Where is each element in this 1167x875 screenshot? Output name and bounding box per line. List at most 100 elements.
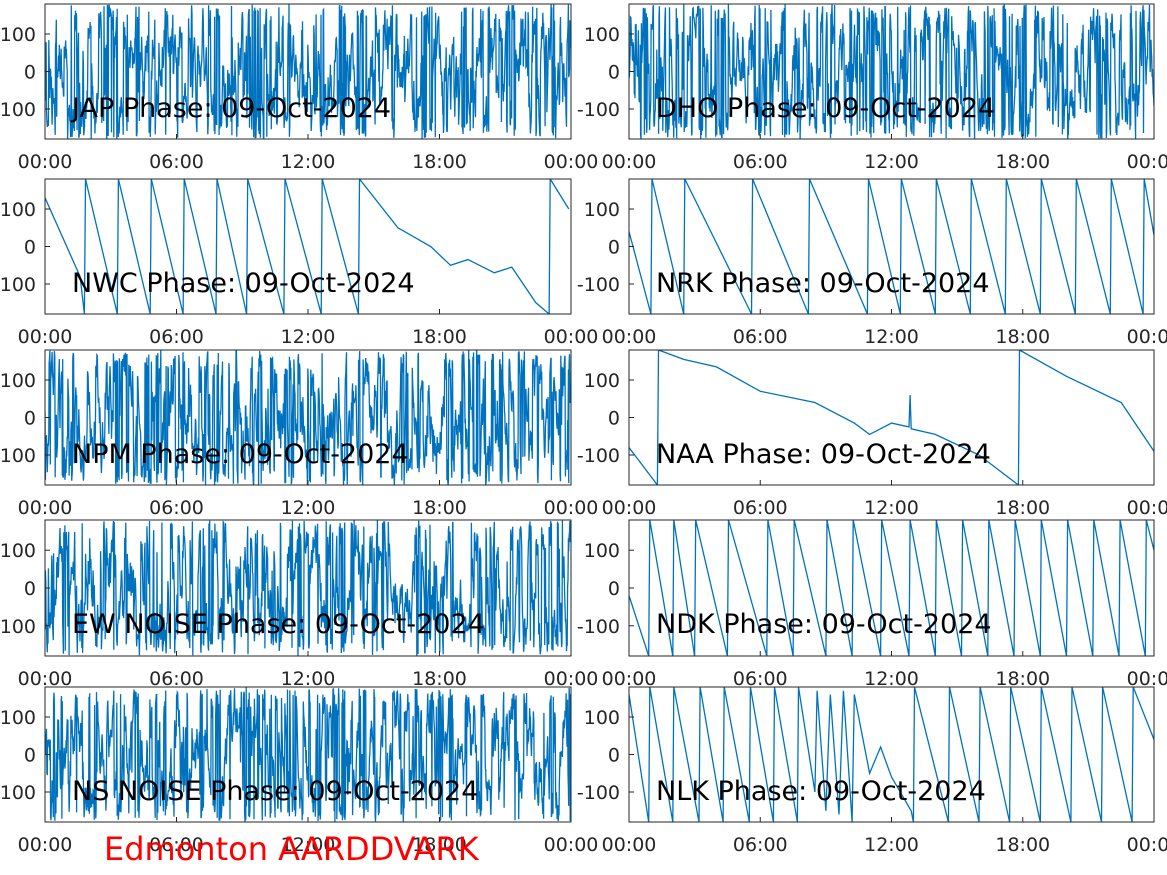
y-tick-label: 0 xyxy=(24,62,36,84)
x-tick-label: 18:00 xyxy=(412,497,467,519)
subplot-title: NDK Phase: 09-Oct-2024 xyxy=(656,609,992,640)
y-tick-label: 100 xyxy=(0,707,36,729)
x-tick-label: 00:00 xyxy=(602,834,657,856)
x-tick-label: 06:00 xyxy=(733,834,788,856)
subplot-title: JAP Phase: 09-Oct-2024 xyxy=(70,93,391,124)
x-tick-label: 00:00 xyxy=(1127,497,1167,519)
subplot-5: 00:00 06:00 12:00 18:00 00:00 100 0 -100 NAA Pha… xyxy=(577,349,1167,519)
subplot-title: NS NOISE Phase: 09-Oct-2024 xyxy=(72,776,478,807)
y-tick-label: 0 xyxy=(608,578,620,600)
x-tick-label: 18:00 xyxy=(995,497,1050,519)
x-tick-label: 00:00 xyxy=(1127,834,1167,856)
subplot-0: 00:00 06:00 12:00 18:00 00:00 100 0 100 JAP Phas… xyxy=(0,3,598,173)
x-tick-label: 00:00 xyxy=(18,834,73,856)
subplot-1: 00:00 06:00 12:00 18:00 00:00 100 0 -100 DHO Pha… xyxy=(577,3,1167,173)
y-tick-label: 100 xyxy=(0,24,36,46)
y-tick-label: 0 xyxy=(24,237,36,259)
y-tick-label: -100 xyxy=(577,445,620,467)
x-tick-label: 06:00 xyxy=(733,326,788,348)
y-tick-label: -100 xyxy=(577,616,620,638)
y-tick-label: 100 xyxy=(584,540,620,562)
phase-line xyxy=(629,179,1154,314)
y-tick-label: 100 xyxy=(584,707,620,729)
x-tick-label: 00:00 xyxy=(544,326,599,348)
x-tick-label: 06:00 xyxy=(149,151,204,173)
phase-line xyxy=(629,4,1154,139)
x-tick-label: 00:00 xyxy=(18,151,73,173)
x-tick-label: 12:00 xyxy=(281,834,336,856)
x-tick-label: 12:00 xyxy=(864,834,919,856)
subplot-3: 00:00 06:00 12:00 18:00 00:00 100 0 -100 NRK Pha… xyxy=(577,178,1167,348)
subplot-title: NPM Phase: 09-Oct-2024 xyxy=(72,439,409,470)
x-tick-label: 00:00 xyxy=(602,668,657,690)
x-tick-label: 18:00 xyxy=(412,151,467,173)
y-tick-label: 100 xyxy=(0,370,36,392)
y-tick-label: -100 xyxy=(577,782,620,804)
y-tick-label: 100 xyxy=(0,99,36,121)
subplot-4: 00:00 06:00 12:00 18:00 00:00 100 0 100 NPM Phas… xyxy=(0,349,599,519)
y-tick-label: 0 xyxy=(608,62,620,84)
y-tick-label: 0 xyxy=(24,578,36,600)
x-tick-label: 00:00 xyxy=(544,497,599,519)
phase-line xyxy=(45,520,571,656)
y-tick-label: 100 xyxy=(0,274,36,296)
subplot-7: 00:00 06:00 12:00 18:00 00:00 100 0 -100 NDK Pha… xyxy=(577,519,1167,690)
x-tick-label: 12:00 xyxy=(864,497,919,519)
y-tick-label: 0 xyxy=(608,745,620,767)
x-tick-label: 06:00 xyxy=(733,497,788,519)
x-tick-label: 00:00 xyxy=(1127,151,1167,173)
x-tick-label: 00:00 xyxy=(1127,668,1167,690)
x-tick-label: 06:00 xyxy=(149,834,204,856)
subplot-9: 00:00 06:00 12:00 18:00 00:00 100 0 -100 NLK Pha… xyxy=(577,686,1167,856)
x-tick-label: 12:00 xyxy=(281,668,336,690)
phase-line xyxy=(629,520,1154,656)
y-tick-label: 100 xyxy=(584,199,620,221)
y-tick-label: 0 xyxy=(608,237,620,259)
y-tick-label: 100 xyxy=(0,540,36,562)
phase-line xyxy=(45,350,571,485)
x-tick-label: 12:00 xyxy=(281,151,336,173)
y-tick-label: 0 xyxy=(24,745,36,767)
x-tick-label: 12:00 xyxy=(281,497,336,519)
y-tick-label: 100 xyxy=(0,199,36,221)
subplot-title: NRK Phase: 09-Oct-2024 xyxy=(656,268,990,299)
x-tick-label: 06:00 xyxy=(149,668,204,690)
phase-line xyxy=(45,179,570,314)
subplot-title: DHO Phase: 09-Oct-2024 xyxy=(656,93,995,124)
x-tick-label: 06:00 xyxy=(149,497,204,519)
x-tick-label: 12:00 xyxy=(864,326,919,348)
x-tick-label: 00:00 xyxy=(18,668,73,690)
footer-title: Edmonton AARDDVARK xyxy=(104,830,480,868)
y-tick-label: -100 xyxy=(577,99,620,121)
y-tick-label: 100 xyxy=(584,24,620,46)
subplot-2: 00:00 06:00 12:00 18:00 00:00 100 0 100 NWC Phas… xyxy=(0,178,599,348)
y-tick-label: 100 xyxy=(0,445,36,467)
x-tick-label: 00:00 xyxy=(18,497,73,519)
y-tick-label: 0 xyxy=(24,408,36,430)
subplot-6: 00:00 06:00 12:00 18:00 00:00 100 0 100 EW NOISE… xyxy=(0,519,599,690)
x-tick-label: 00:00 xyxy=(544,668,599,690)
x-tick-label: 12:00 xyxy=(864,151,919,173)
x-tick-label: 00:00 xyxy=(602,151,657,173)
x-tick-label: 06:00 xyxy=(733,668,788,690)
subplot-title: NWC Phase: 09-Oct-2024 xyxy=(72,268,415,299)
x-tick-label: 12:00 xyxy=(864,668,919,690)
subplot-title: EW NOISE Phase: 09-Oct-2024 xyxy=(72,609,485,640)
subplot-title: NAA Phase: 09-Oct-2024 xyxy=(656,439,991,470)
x-tick-label: 18:00 xyxy=(995,326,1050,348)
y-tick-label: -100 xyxy=(577,274,620,296)
phase-line xyxy=(629,350,1154,485)
x-tick-label: 00:00 xyxy=(544,834,599,856)
x-tick-label: 18:00 xyxy=(412,668,467,690)
y-tick-label: 100 xyxy=(0,616,36,638)
x-tick-label: 18:00 xyxy=(995,668,1050,690)
x-tick-label: 18:00 xyxy=(412,326,467,348)
x-tick-label: 18:00 xyxy=(995,834,1050,856)
x-tick-label: 18:00 xyxy=(412,834,467,856)
subplot-title: NLK Phase: 09-Oct-2024 xyxy=(656,776,986,807)
phase-line xyxy=(45,687,571,822)
x-tick-label: 12:00 xyxy=(281,326,336,348)
x-tick-label: 06:00 xyxy=(733,151,788,173)
phase-line xyxy=(45,4,571,139)
